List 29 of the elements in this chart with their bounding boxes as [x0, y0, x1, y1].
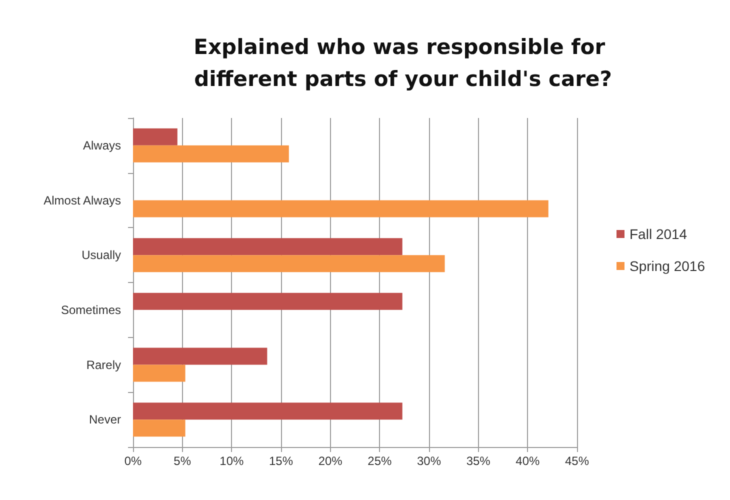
bar	[133, 145, 289, 162]
x-tick-label: 5%	[174, 454, 192, 468]
bar	[133, 128, 178, 146]
x-tick-label: 30%	[416, 454, 442, 468]
bar	[133, 292, 402, 310]
x-tick-label: 45%	[564, 454, 590, 468]
legend-label: Spring 2016	[629, 258, 706, 274]
y-tick-label: Always	[82, 138, 121, 152]
bar	[133, 348, 268, 365]
bar	[133, 200, 548, 218]
y-tick-label: Rarely	[86, 358, 121, 372]
x-tick-label: 10%	[220, 454, 244, 468]
x-tick-label: 40%	[516, 454, 540, 468]
bar	[133, 364, 186, 382]
chart-title: Explained who was responsible for different parts of your child's care?	[194, 35, 612, 91]
y-tick-label: Sometimes	[60, 302, 121, 317]
x-tick-label: 0%	[124, 454, 142, 468]
y-tick-label: Almost Always	[44, 193, 121, 208]
y-tick-label: Never	[88, 412, 121, 427]
x-tick-label: 25%	[368, 454, 392, 468]
x-tick-label: 20%	[318, 454, 343, 468]
bar	[133, 420, 186, 437]
x-tick-label: 15%	[268, 454, 294, 468]
x-tick-label: 35%	[466, 454, 491, 468]
bar	[133, 238, 402, 256]
bar	[133, 255, 445, 272]
legend-label: Fall 2014	[629, 226, 688, 242]
bar	[133, 402, 402, 420]
y-tick-label: Usually	[82, 248, 121, 262]
